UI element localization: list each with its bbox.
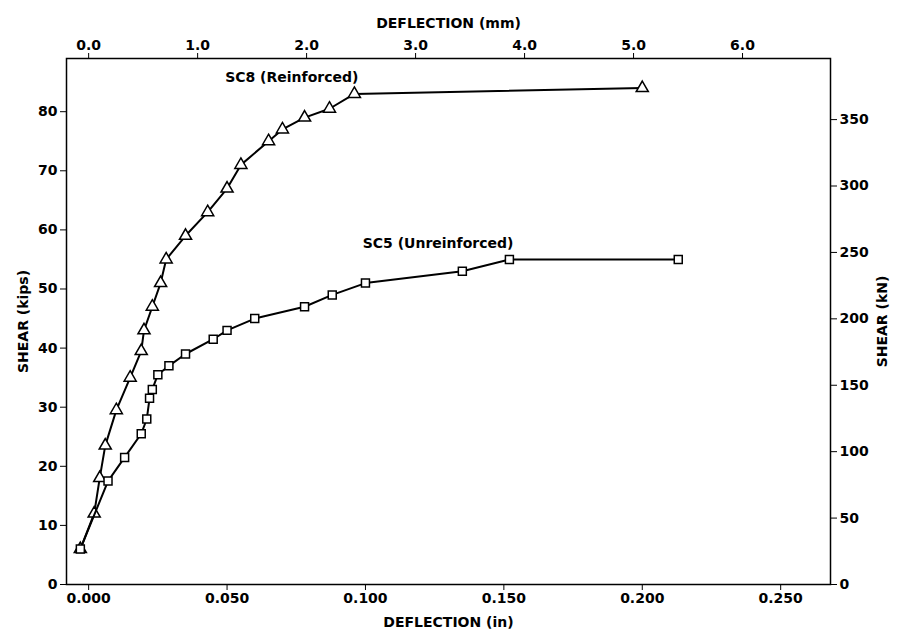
svg-text:0.150: 0.150	[482, 590, 527, 606]
svg-text:2.0: 2.0	[294, 37, 319, 53]
svg-text:5.0: 5.0	[621, 37, 646, 53]
svg-text:10: 10	[38, 517, 58, 533]
svg-text:350: 350	[840, 111, 869, 127]
svg-text:DEFLECTION (in): DEFLECTION (in)	[383, 614, 513, 630]
svg-text:300: 300	[840, 177, 869, 193]
svg-text:50: 50	[38, 280, 58, 296]
svg-text:200: 200	[840, 310, 869, 326]
svg-text:100: 100	[840, 443, 869, 459]
svg-text:80: 80	[38, 103, 58, 119]
svg-text:SC8 (Reinforced): SC8 (Reinforced)	[225, 69, 358, 85]
svg-text:1.0: 1.0	[185, 37, 210, 53]
svg-text:SHEAR (kN): SHEAR (kN)	[874, 276, 890, 368]
svg-text:0.250: 0.250	[759, 590, 804, 606]
svg-text:150: 150	[840, 377, 869, 393]
svg-text:SC5 (Unreinforced): SC5 (Unreinforced)	[363, 235, 514, 251]
svg-text:50: 50	[840, 510, 860, 526]
svg-text:30: 30	[38, 399, 58, 415]
svg-text:0.050: 0.050	[205, 590, 250, 606]
svg-text:SHEAR (kips): SHEAR (kips)	[15, 270, 31, 373]
svg-text:60: 60	[38, 221, 58, 237]
svg-text:40: 40	[38, 340, 58, 356]
svg-text:0.200: 0.200	[620, 590, 665, 606]
svg-text:0.100: 0.100	[343, 590, 388, 606]
svg-text:0: 0	[840, 576, 850, 592]
svg-text:3.0: 3.0	[403, 37, 428, 53]
svg-text:70: 70	[38, 162, 58, 178]
svg-text:0: 0	[48, 576, 58, 592]
svg-text:250: 250	[840, 244, 869, 260]
svg-text:20: 20	[38, 458, 58, 474]
svg-text:DEFLECTION (mm): DEFLECTION (mm)	[376, 15, 521, 31]
svg-text:0.000: 0.000	[66, 590, 111, 606]
svg-text:4.0: 4.0	[512, 37, 537, 53]
svg-text:0.0: 0.0	[76, 37, 101, 53]
svg-text:6.0: 6.0	[730, 37, 755, 53]
